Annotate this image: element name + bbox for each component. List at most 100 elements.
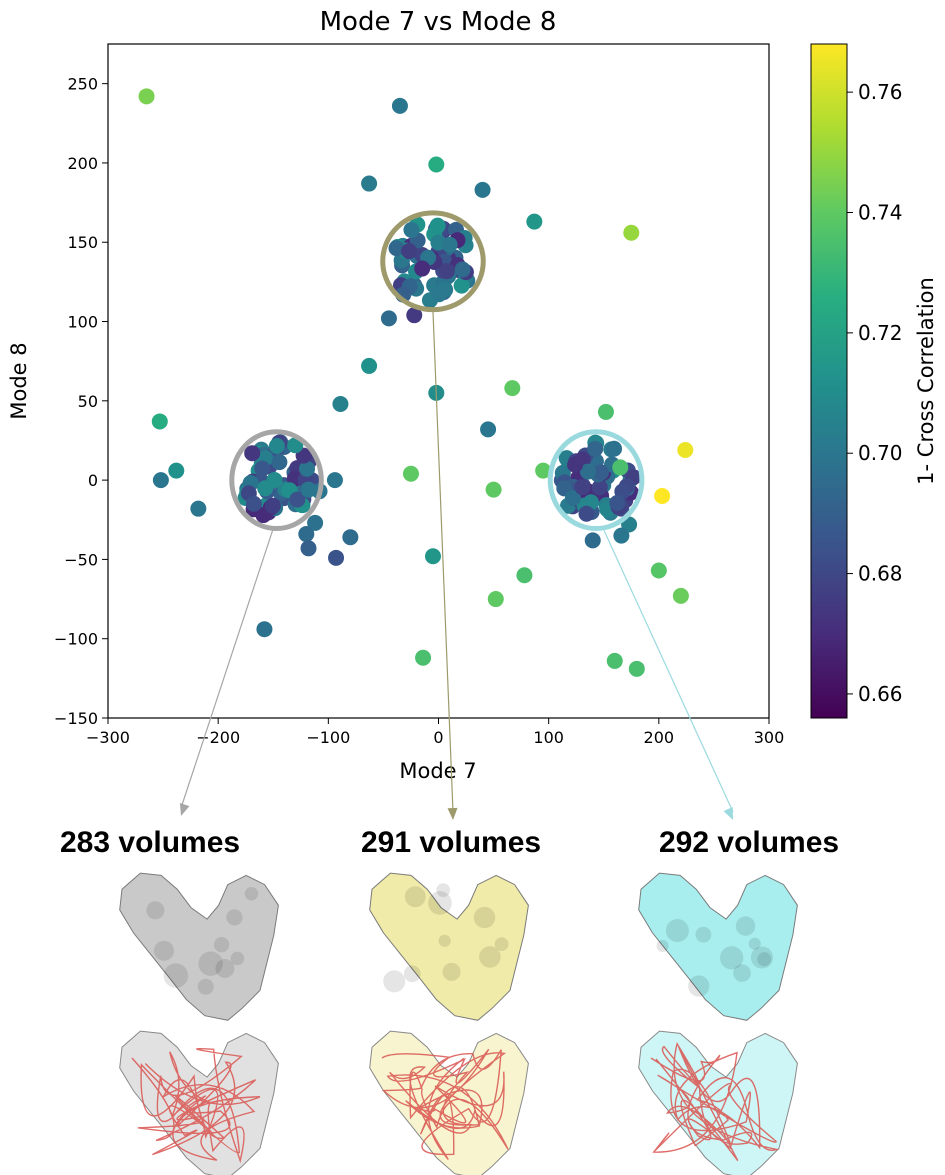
scatter-point xyxy=(332,395,349,412)
cluster-arrow xyxy=(432,311,454,813)
surface-shading xyxy=(383,970,406,993)
cluster-point xyxy=(453,277,470,294)
scatter-point xyxy=(328,549,345,566)
x-tick-label: 300 xyxy=(754,728,785,747)
scatter-point xyxy=(307,514,324,531)
cluster-point xyxy=(592,464,609,481)
scatter-point xyxy=(672,587,689,604)
colorbar-tick-label: 0.72 xyxy=(858,321,903,345)
x-axis-label: Mode 7 xyxy=(399,759,476,783)
surface-shading xyxy=(230,951,245,966)
plot-frame xyxy=(107,43,770,719)
cluster-point xyxy=(254,460,271,477)
cluster-point xyxy=(388,240,405,257)
cluster-point xyxy=(606,440,623,457)
scatter-point xyxy=(424,548,441,565)
surface-shading xyxy=(719,946,744,970)
y-tick-label: 100 xyxy=(67,313,98,332)
cluster-point xyxy=(244,445,261,462)
scatter-point xyxy=(504,380,521,397)
scatter-point xyxy=(361,357,378,374)
colorbar-tick-label: 0.70 xyxy=(858,441,903,465)
y-axis-label: Mode 8 xyxy=(7,342,31,419)
surface-shading xyxy=(473,906,496,929)
protein-ribbon xyxy=(131,1047,261,1164)
surface-shading xyxy=(748,937,761,950)
cluster-arrow xyxy=(180,530,274,809)
cluster-arrows xyxy=(179,311,734,820)
surface-shading xyxy=(404,886,426,908)
x-tick-label: 100 xyxy=(533,728,564,747)
cluster-arrowhead xyxy=(723,807,733,820)
scatter-point xyxy=(326,472,343,489)
y-ticks: −150 −100 −50 0 50 100 150 200 250 xyxy=(54,75,108,728)
volume-surface xyxy=(638,872,798,1021)
cluster-point xyxy=(299,460,316,477)
colorbar: 0.66 0.68 0.70 0.72 0.74 0.76 1- Cross Correl… xyxy=(810,43,938,719)
surface-shading xyxy=(197,978,214,995)
colorbar-tick-label: 0.76 xyxy=(858,80,903,104)
volume-surface-transparent xyxy=(638,1030,798,1175)
x-tick-label: 200 xyxy=(644,728,675,747)
cluster-point xyxy=(401,243,418,260)
scatter-point xyxy=(612,459,629,476)
chart-title: Mode 7 vs Mode 8 xyxy=(320,7,557,37)
scatter-point xyxy=(613,527,630,544)
scatter-point xyxy=(428,156,445,173)
surface-shading xyxy=(146,901,165,920)
scatter-point xyxy=(526,213,543,230)
scatter-point xyxy=(654,487,671,504)
surface-shading xyxy=(215,959,235,978)
protein-ribbon xyxy=(381,1048,509,1160)
scatter-point xyxy=(138,88,155,105)
scatter-point xyxy=(535,462,552,479)
y-tick-label: −50 xyxy=(64,550,98,569)
surface-shading xyxy=(213,936,230,953)
colorbar-gradient xyxy=(810,43,848,719)
cluster-arrowhead xyxy=(179,803,190,816)
scatter-point xyxy=(190,500,207,517)
cluster-point xyxy=(414,260,431,277)
surface-shading xyxy=(688,975,710,997)
cluster-ring xyxy=(547,429,645,532)
surface-shading xyxy=(757,952,772,967)
surface-shading xyxy=(244,887,259,901)
scatter-point xyxy=(516,567,533,584)
cluster-point xyxy=(454,261,471,278)
cluster-point xyxy=(268,438,285,455)
cluster-point xyxy=(609,494,626,511)
y-tick-label: 0 xyxy=(88,471,98,490)
surface-shading xyxy=(436,883,451,897)
scatter-point xyxy=(361,175,378,192)
cluster-point xyxy=(271,454,288,471)
scatter-point xyxy=(474,181,491,198)
scatter-point xyxy=(168,462,185,479)
cluster-point xyxy=(567,456,584,473)
y-tick-label: −100 xyxy=(54,630,98,649)
surface-shading xyxy=(226,909,243,926)
cluster-arrowhead xyxy=(447,807,458,820)
surface-shading xyxy=(494,937,509,952)
colorbar-tick-label: 0.74 xyxy=(858,201,903,225)
cluster-point xyxy=(574,479,591,496)
scatter-point xyxy=(152,472,169,489)
x-ticks: −300 −200 −100 0 100 200 300 xyxy=(86,718,784,747)
cluster-point xyxy=(245,495,262,512)
protein-ribbon xyxy=(650,1042,780,1162)
scatter-point xyxy=(485,481,502,498)
colorbar-ticks: 0.66 0.68 0.70 0.72 0.74 0.76 xyxy=(847,80,903,706)
y-tick-label: 150 xyxy=(67,233,98,252)
surface-shading xyxy=(479,946,501,968)
surface-shading xyxy=(665,918,689,943)
surface-shading xyxy=(163,963,189,988)
y-tick-label: 50 xyxy=(78,392,98,411)
cluster-point xyxy=(289,491,306,508)
surface-shading xyxy=(153,940,175,961)
cluster-point xyxy=(430,286,447,303)
scatter-point xyxy=(406,307,423,324)
cluster-ring xyxy=(380,210,486,313)
surface-shading xyxy=(442,962,461,981)
cluster-point xyxy=(438,263,455,280)
volume-surface xyxy=(369,872,529,1021)
plot-area xyxy=(107,43,770,719)
